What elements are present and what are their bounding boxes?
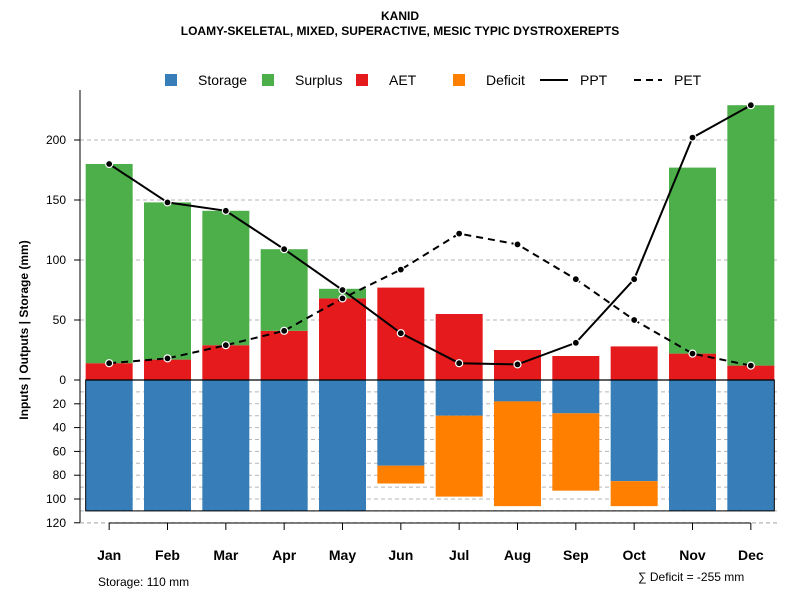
x-tick-label-jan: Jan [97, 547, 121, 563]
surplus-bar-nov [669, 167, 716, 354]
storage-bar-nov [669, 380, 716, 511]
x-tick-label-apr: Apr [272, 547, 297, 563]
chart-subtitle: LOAMY-SKELETAL, MIXED, SUPERACTIVE, MESI… [180, 24, 620, 38]
y-tick-label: 80 [53, 468, 67, 482]
aet-bar-nov [669, 353, 716, 380]
surplus-bar-apr [260, 249, 308, 331]
aet-bar-apr [260, 330, 308, 380]
aet-bar-jan [85, 363, 133, 380]
deficit-note: ∑ Deficit = -255 mm [638, 570, 745, 584]
pet-point-nov [688, 349, 697, 358]
surplus-bar-mar [202, 210, 250, 346]
deficit-bar-jul [435, 415, 483, 497]
aet-bar-may [319, 298, 366, 380]
pet-point-feb [163, 354, 172, 363]
ppt-point-may [338, 285, 347, 295]
aet-bar-dec [727, 365, 775, 380]
storage-bar-apr [260, 380, 308, 511]
storage-bar-mar [202, 380, 250, 511]
surplus-bar-dec [727, 105, 775, 366]
legend-label-aet: AET [389, 72, 417, 88]
legend-label-ppt: PPT [580, 72, 608, 88]
storage-bar-may [319, 380, 366, 511]
pet-point-jan [105, 359, 114, 368]
pet-point-jun [396, 265, 405, 274]
ppt-point-feb [163, 198, 172, 207]
ppt-point-nov [688, 133, 697, 142]
legend-swatch-aet [356, 74, 368, 86]
ppt-point-aug [513, 360, 522, 369]
storage-bar-sep [552, 380, 600, 414]
ppt-point-jul [455, 359, 464, 368]
x-tick-label-jun: Jun [388, 547, 413, 563]
aet-bar-sep [552, 356, 600, 380]
pet-point-dec [746, 361, 755, 370]
y-tick-label: 100 [46, 253, 66, 267]
y-axis-title: Inputs | Outputs | Storage (mm) [17, 240, 31, 419]
y-tick-label: 150 [46, 193, 66, 207]
legend-label-surplus: Surplus [295, 72, 342, 88]
ppt-point-jun [396, 329, 405, 338]
pet-point-may [338, 294, 347, 303]
legend-label-storage: Storage [198, 72, 247, 88]
pet-point-apr [280, 326, 289, 335]
storage-bar-jan [85, 380, 133, 511]
x-tick-label-jul: Jul [449, 547, 469, 563]
x-tick-label-nov: Nov [679, 547, 706, 563]
y-tick-label: 50 [53, 313, 67, 327]
aet-bar-oct [610, 346, 658, 380]
legend-swatch-deficit [453, 74, 465, 86]
y-tick-label: 40 [53, 421, 67, 435]
ppt-point-apr [280, 245, 289, 254]
storage-note: Storage: 110 mm [98, 575, 190, 589]
chart-title: KANID [381, 9, 419, 23]
y-tick-label: 20 [53, 397, 67, 411]
ppt-point-dec [746, 101, 755, 110]
surplus-bar-jan [85, 164, 133, 364]
y-tick-label: 120 [46, 516, 66, 530]
ppt-point-oct [630, 275, 639, 284]
y-tick-label: 60 [53, 444, 67, 458]
ppt-line [108, 104, 752, 366]
aet-bar-feb [144, 359, 191, 380]
deficit-bar-jun [377, 465, 425, 484]
ppt-point-jan [105, 159, 114, 169]
pet-point-sep [571, 275, 580, 284]
aet-bar-mar [202, 345, 250, 380]
surplus-bar-feb [144, 202, 191, 360]
legend-label-pet: PET [674, 72, 702, 88]
storage-bar-jul [435, 380, 483, 416]
x-tick-label-mar: Mar [213, 547, 238, 563]
y-tick-label: 200 [46, 133, 66, 147]
pet-point-mar [221, 341, 230, 350]
x-tick-label-oct: Oct [622, 547, 646, 563]
deficit-bar-oct [610, 481, 658, 507]
pet-line [109, 232, 752, 367]
x-tick-label-aug: Aug [504, 547, 531, 563]
x-tick-label-feb: Feb [155, 547, 180, 563]
aet-bar-jul [435, 314, 483, 380]
y-tick-label: 100 [46, 492, 66, 506]
storage-bar-feb [144, 380, 191, 511]
pet-point-aug [513, 240, 522, 249]
deficit-bar-aug [494, 401, 541, 507]
x-tick-label-dec: Dec [738, 547, 764, 563]
storage-bar-oct [610, 380, 658, 482]
legend-swatch-surplus [262, 74, 274, 86]
storage-bar-dec [727, 380, 775, 511]
ppt-point-mar [221, 206, 230, 215]
deficit-bar-sep [552, 413, 600, 491]
legend-swatch-storage [165, 74, 177, 86]
ppt-point-sep [571, 338, 580, 347]
pet-point-oct [630, 315, 639, 325]
storage-bar-aug [494, 380, 541, 402]
x-tick-label-sep: Sep [563, 547, 589, 563]
x-tick-label-may: May [329, 547, 356, 563]
legend-label-deficit: Deficit [486, 72, 525, 88]
pet-point-jul [455, 229, 464, 238]
storage-bar-jun [377, 380, 425, 466]
y-tick-label: 0 [59, 373, 66, 387]
